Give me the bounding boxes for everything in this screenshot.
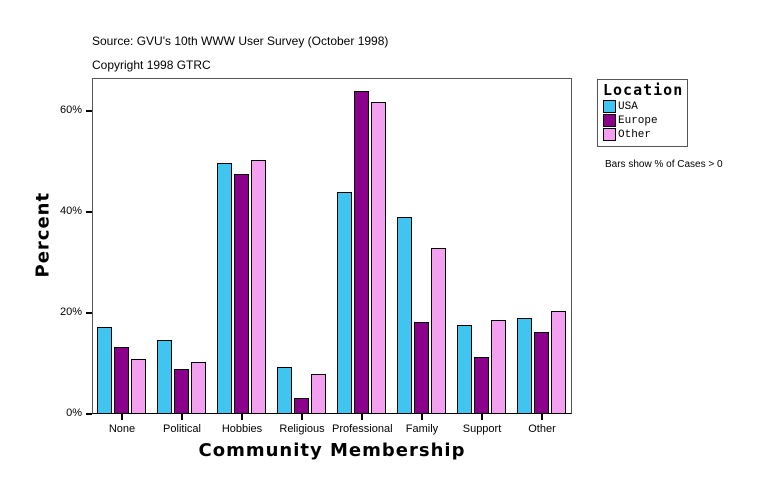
bar-usa-support bbox=[457, 325, 472, 414]
other-swatch-icon bbox=[603, 128, 616, 141]
bar-europe-political bbox=[174, 369, 189, 414]
bar-other-support bbox=[491, 320, 506, 414]
x-tick-label: Support bbox=[462, 423, 502, 435]
x-tick bbox=[241, 414, 243, 420]
bar-usa-none bbox=[97, 327, 112, 414]
bar-other-religious bbox=[311, 374, 326, 414]
y-tick-label: 60% bbox=[59, 104, 82, 116]
bar-europe-professional bbox=[354, 91, 369, 414]
legend-label: Europe bbox=[618, 114, 658, 127]
legend-title: Location bbox=[603, 81, 684, 99]
legend-item-other: Other bbox=[603, 128, 651, 141]
legend-label: USA bbox=[618, 100, 638, 113]
x-tick-label: Hobbies bbox=[221, 423, 263, 435]
bar-usa-religious bbox=[277, 366, 292, 414]
legend-label: Other bbox=[618, 128, 652, 141]
bar-europe-family bbox=[414, 322, 429, 414]
x-tick-label: None bbox=[108, 423, 136, 435]
bar-other-family bbox=[431, 247, 446, 414]
bar-usa-political bbox=[157, 340, 172, 414]
x-tick-label: Political bbox=[163, 423, 201, 435]
y-tick bbox=[86, 110, 92, 112]
x-tick-label: Family bbox=[405, 423, 439, 435]
legend-item-europe: Europe bbox=[603, 114, 658, 127]
bar-other-hobbies bbox=[251, 160, 266, 414]
bar-europe-none bbox=[114, 346, 129, 414]
copyright-caption: Copyright 1998 GTRC bbox=[92, 58, 211, 72]
bar-europe-religious bbox=[294, 397, 309, 414]
cases-note: Bars show % of Cases > 0 bbox=[605, 159, 723, 170]
y-tick-label: 40% bbox=[59, 205, 82, 217]
bar-usa-hobbies bbox=[217, 162, 232, 414]
bar-other-political bbox=[191, 361, 206, 414]
x-tick-label: Other bbox=[528, 423, 556, 435]
x-tick-label: Religious bbox=[279, 423, 325, 435]
source-caption: Source: GVU's 10th WWW User Survey (Octo… bbox=[92, 34, 389, 48]
bar-europe-other bbox=[534, 332, 549, 414]
y-tick bbox=[86, 211, 92, 213]
y-tick bbox=[86, 413, 92, 415]
legend-item-usa: USA bbox=[603, 100, 638, 113]
y-tick-label: 0% bbox=[66, 407, 82, 419]
x-tick bbox=[301, 414, 303, 420]
x-tick bbox=[421, 414, 423, 420]
x-tick bbox=[121, 414, 123, 420]
x-tick bbox=[481, 414, 483, 420]
x-axis-title: Community Membership bbox=[198, 440, 466, 461]
usa-swatch-icon bbox=[603, 100, 616, 113]
y-tick-label: 20% bbox=[59, 306, 82, 318]
bar-other-none bbox=[131, 358, 146, 414]
bar-europe-hobbies bbox=[234, 174, 249, 414]
bar-other-other bbox=[551, 311, 566, 414]
bar-usa-other bbox=[517, 317, 532, 414]
y-tick bbox=[86, 312, 92, 314]
plot-area bbox=[92, 78, 572, 414]
bar-europe-support bbox=[474, 357, 489, 414]
x-tick bbox=[361, 414, 363, 420]
x-tick-label: Professional bbox=[332, 423, 393, 435]
x-tick bbox=[541, 414, 543, 420]
europe-swatch-icon bbox=[603, 114, 616, 127]
bar-usa-family bbox=[397, 216, 412, 414]
legend: Location USA Europe Other bbox=[597, 79, 688, 147]
bar-other-professional bbox=[371, 102, 386, 414]
bar-usa-professional bbox=[337, 192, 352, 414]
y-axis-title: Percent bbox=[32, 191, 54, 278]
x-tick bbox=[181, 414, 183, 420]
